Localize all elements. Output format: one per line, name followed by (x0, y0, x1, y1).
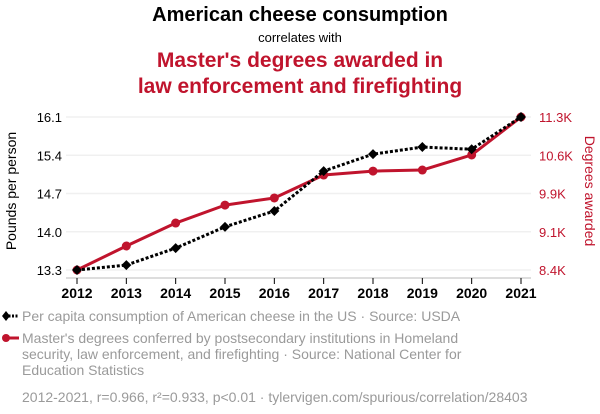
y-right-tick-label: 9.9K (539, 187, 566, 202)
legend-label-cheese: Per capita consumption of American chees… (22, 308, 461, 324)
series-degrees-point (417, 165, 427, 175)
chart-connector-text: correlates with (258, 30, 342, 45)
series-degrees-point (171, 218, 181, 228)
series-cheese-point (121, 260, 132, 271)
chart-subtitle-line2: law enforcement and firefighting (137, 75, 463, 98)
axes: 13.3 14.0 14.7 15.4 16.1 8.4K 9.1K 9.9K 10.6K 11.… (37, 110, 574, 301)
series-cheese-point (170, 243, 181, 254)
circle-marker-icon (2, 334, 10, 342)
series-cheese-point (417, 142, 428, 153)
series-cheese-point (220, 221, 230, 232)
grid-lines (66, 116, 531, 271)
x-tick-label: 2014 (160, 285, 191, 301)
legend-swatch-cheese (2, 311, 19, 321)
series-degrees-point (269, 193, 279, 203)
legend-swatch-degrees (2, 334, 19, 342)
series-degrees-line (76, 115, 522, 272)
x-tick-label: 2015 (209, 285, 240, 301)
series-cheese-point (318, 166, 329, 177)
y-axis-right-label: Degrees awarded (582, 136, 598, 247)
legend-label-degrees: Master's degrees conferred by postsecond… (22, 330, 462, 378)
x-tick-label: 2019 (407, 285, 438, 301)
series-cheese-line (76, 115, 522, 272)
series-cheese-point (466, 144, 477, 155)
footer-stats[interactable]: 2012-2021, r=0.966, r²=0.933, p<0.01 · t… (22, 389, 528, 405)
y-left-tick-label: 13.3 (37, 263, 62, 278)
y-left-tick-label: 15.4 (37, 148, 62, 163)
x-tick-label: 2013 (111, 285, 142, 301)
chart-subtitle-line1: Master's degrees awarded in (156, 49, 444, 72)
y-left-tick-label: 14.7 (37, 187, 62, 202)
series-degrees-point (220, 200, 230, 210)
chart-title: American cheese consumption (152, 4, 448, 26)
series-degrees-point (368, 166, 378, 176)
x-tick-label: 2012 (61, 285, 92, 301)
x-tick-label: 2018 (357, 285, 388, 301)
legend-item-cheese: Per capita consumption of American chees… (0, 308, 462, 324)
x-tick-label: 2017 (308, 285, 339, 301)
x-tick-label: 2021 (505, 285, 536, 301)
y-right-tick-label: 10.6K (539, 148, 573, 163)
legend-item-degrees: Master's degrees conferred by postsecond… (0, 330, 462, 378)
y-left-tick-label: 16.1 (37, 110, 62, 125)
series-degrees-point (121, 241, 131, 251)
y-right-tick-label: 8.4K (539, 263, 566, 278)
series-layer (72, 112, 526, 275)
x-tick-label: 2020 (456, 285, 487, 301)
y-right-tick-label: 9.1K (539, 225, 566, 240)
series-cheese-point (269, 205, 280, 216)
title-block: American cheese consumption correlates w… (0, 0, 600, 99)
series-degrees-point (467, 150, 477, 160)
y-left-tick-label: 14.0 (37, 225, 62, 240)
chart-area: 13.3 14.0 14.7 15.4 16.1 8.4K 9.1K 9.9K 10.6K 11.… (3, 110, 598, 301)
series-cheese-point (368, 149, 378, 160)
legend: Per capita consumption of American chees… (0, 308, 600, 384)
series-cheese-point (72, 265, 82, 275)
diamond-marker-icon (2, 311, 10, 321)
series-cheese-point (516, 112, 526, 122)
x-tick-label: 2016 (259, 285, 290, 301)
y-right-tick-label: 11.3K (539, 110, 572, 125)
y-axis-left-label: Pounds per person (3, 132, 19, 250)
